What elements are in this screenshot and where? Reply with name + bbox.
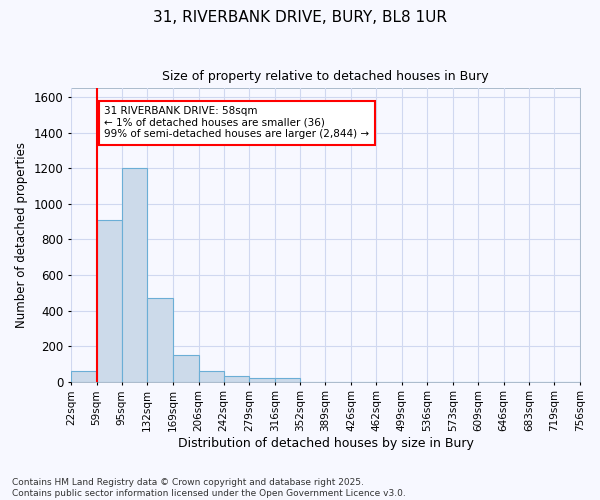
Bar bbox=[173, 355, 199, 382]
Bar bbox=[199, 371, 224, 382]
X-axis label: Distribution of detached houses by size in Bury: Distribution of detached houses by size … bbox=[178, 437, 473, 450]
Bar bbox=[224, 376, 249, 382]
Bar bbox=[147, 298, 173, 382]
Bar bbox=[249, 378, 275, 382]
Y-axis label: Number of detached properties: Number of detached properties bbox=[15, 142, 28, 328]
Bar bbox=[97, 220, 122, 382]
Text: Contains HM Land Registry data © Crown copyright and database right 2025.
Contai: Contains HM Land Registry data © Crown c… bbox=[12, 478, 406, 498]
Bar bbox=[71, 371, 97, 382]
Bar bbox=[275, 378, 300, 382]
Text: 31, RIVERBANK DRIVE, BURY, BL8 1UR: 31, RIVERBANK DRIVE, BURY, BL8 1UR bbox=[153, 10, 447, 25]
Title: Size of property relative to detached houses in Bury: Size of property relative to detached ho… bbox=[162, 70, 489, 83]
Text: 31 RIVERBANK DRIVE: 58sqm
← 1% of detached houses are smaller (36)
99% of semi-d: 31 RIVERBANK DRIVE: 58sqm ← 1% of detach… bbox=[104, 106, 370, 140]
Bar bbox=[122, 168, 147, 382]
